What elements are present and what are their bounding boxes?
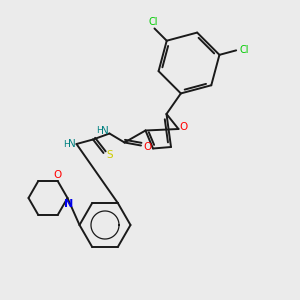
Text: N: N [101, 125, 109, 136]
Text: O: O [143, 142, 151, 152]
Text: N: N [68, 139, 76, 149]
Text: H: H [64, 140, 70, 148]
Text: H: H [97, 126, 103, 135]
Text: O: O [54, 170, 62, 180]
Text: Cl: Cl [148, 17, 158, 27]
Text: O: O [180, 122, 188, 133]
Text: N: N [64, 199, 74, 209]
Text: Cl: Cl [240, 45, 249, 56]
Text: S: S [107, 149, 113, 160]
